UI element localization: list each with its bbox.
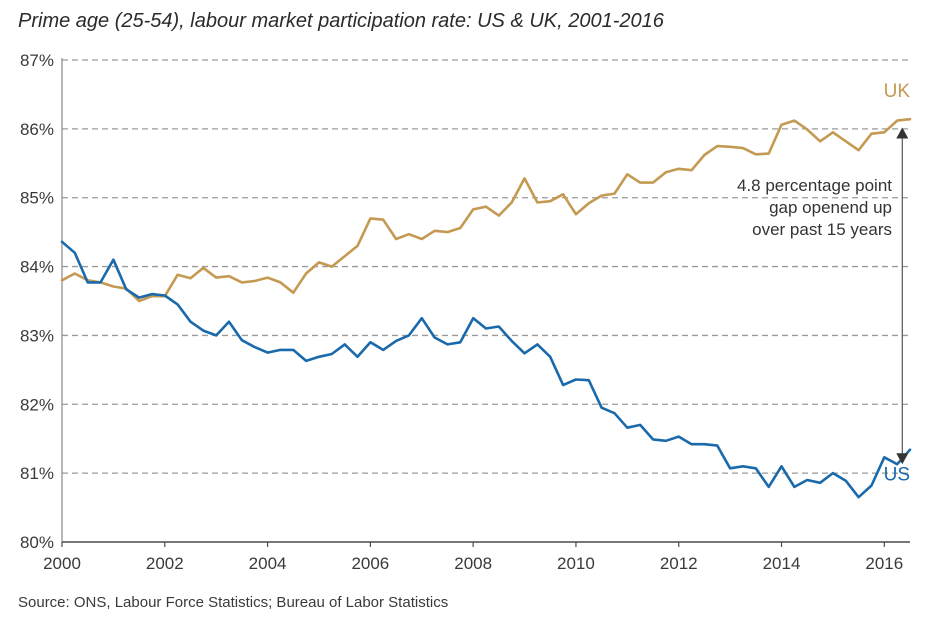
gap-arrow-head-up — [896, 127, 909, 139]
series-label-uk: UK — [884, 81, 911, 102]
grid-lines — [62, 59, 910, 474]
y-tick-label: 85% — [20, 189, 54, 208]
x-tick-label: 2002 — [146, 554, 184, 573]
gap-arrow-head-down — [896, 453, 909, 465]
x-tick-label: 2016 — [865, 554, 903, 573]
annotation-line: over past 15 years — [752, 220, 892, 239]
source-note: Source: ONS, Labour Force Statistics; Bu… — [18, 594, 448, 611]
series-lines — [60, 117, 912, 499]
series-line-us — [60, 240, 912, 499]
y-tick-label: 87% — [20, 51, 54, 70]
y-tick-label: 81% — [20, 464, 54, 483]
x-tick-label: 2004 — [249, 554, 287, 573]
annotation-line: gap openend up — [769, 198, 892, 217]
y-axis-ticks: 80% 81% 82% 83% 84% 85% 86% 87% — [20, 51, 54, 552]
y-tick-label: 82% — [20, 395, 54, 414]
series-labels: UK US — [884, 81, 911, 486]
x-tick-label: 2008 — [454, 554, 492, 573]
x-tick-label: 2006 — [351, 554, 389, 573]
y-tick-label: 84% — [20, 258, 54, 277]
y-tick-label: 86% — [20, 120, 54, 139]
x-tick-label: 2010 — [557, 554, 595, 573]
gap-annotation: 4.8 percentage point gap openend up over p… — [737, 127, 909, 465]
x-axis-ticks: 2000 2002 2004 2006 2008 2010 2012 2014 2016 — [43, 542, 903, 573]
y-tick-label: 80% — [20, 533, 54, 552]
x-tick-label: 2012 — [660, 554, 698, 573]
series-label-us: US — [884, 465, 910, 486]
axes — [61, 58, 910, 543]
x-tick-label: 2014 — [763, 554, 801, 573]
y-tick-label: 83% — [20, 326, 54, 345]
x-tick-label: 2000 — [43, 554, 81, 573]
series-line-uk — [60, 117, 912, 303]
annotation-line: 4.8 percentage point — [737, 176, 892, 195]
chart-title: Prime age (25-54), labour market partici… — [18, 10, 665, 32]
